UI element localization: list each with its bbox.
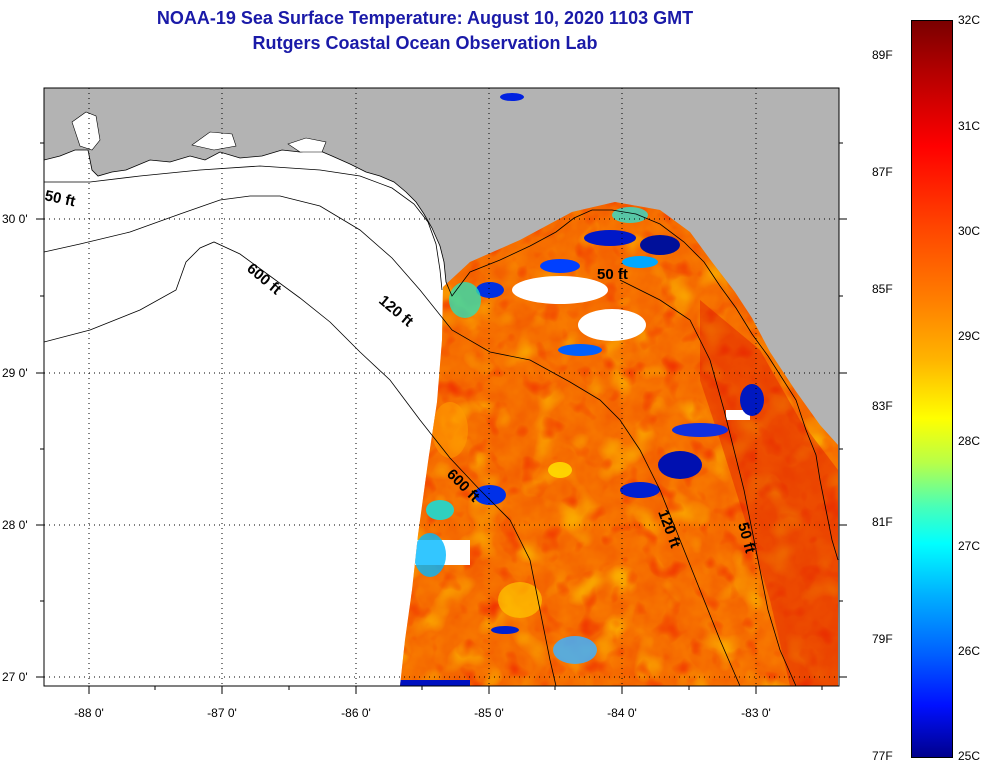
lat-label-30: 30 0' — [2, 212, 28, 226]
colorbar-label-87f: 87F — [872, 165, 893, 179]
colorbar-label-30c: 30C — [958, 224, 981, 238]
coastline — [44, 149, 839, 561]
pensacola-bay — [191, 131, 237, 151]
lon-label-88: -88 0' — [74, 706, 104, 720]
lat-label-27: 27 0' — [2, 670, 28, 684]
inland-lake — [500, 93, 524, 101]
contour-label-50ft-bigbend: 50 ft — [597, 266, 628, 283]
contour-50ft-east — [619, 279, 797, 686]
lon-label-83: -83 0' — [741, 706, 771, 720]
colorbar-label-89f: 89F — [872, 48, 893, 62]
colorbar-label-81f: 81F — [872, 515, 893, 529]
axis-ticks — [36, 142, 847, 694]
colorbar-label-77f: 77F — [872, 749, 893, 763]
colorbar-label-25c: 25C — [958, 749, 981, 763]
mobile-bay — [71, 111, 101, 151]
lon-label-84: -84 0' — [607, 706, 637, 720]
colorbar-label-31c: 31C — [958, 119, 981, 133]
colorbar-label-32c: 32C — [958, 13, 981, 27]
colorbar-label-79f: 79F — [872, 632, 893, 646]
colorbar-label-85f: 85F — [872, 282, 893, 296]
contour-label-50ft: 50 ft — [43, 187, 77, 210]
colorbar-label-27c: 27C — [958, 539, 981, 553]
contour-50ft-west — [44, 165, 443, 291]
lon-label-85: -85 0' — [474, 706, 504, 720]
colorbar-label-29c: 29C — [958, 329, 981, 343]
map-subtitle: Rutgers Coastal Ocean Observation Lab — [252, 33, 598, 53]
colorbar-label-26c: 26C — [958, 644, 981, 658]
lon-label-86: -86 0' — [341, 706, 371, 720]
map-title: NOAA-19 Sea Surface Temperature: August … — [156, 8, 694, 28]
lat-label-28: 28 0' — [2, 518, 28, 532]
colorbar-gradient — [911, 20, 953, 758]
lon-label-87: -87 0' — [207, 706, 237, 720]
contour-120ft — [44, 195, 741, 686]
colorbar-label-83f: 83F — [872, 399, 893, 413]
colorbar-label-28c: 28C — [958, 434, 981, 448]
choctawhatchee-bay — [287, 137, 327, 153]
contour-600ft — [44, 241, 557, 686]
temperature-colorbar — [911, 20, 953, 758]
lat-label-29: 29 0' — [2, 366, 28, 380]
